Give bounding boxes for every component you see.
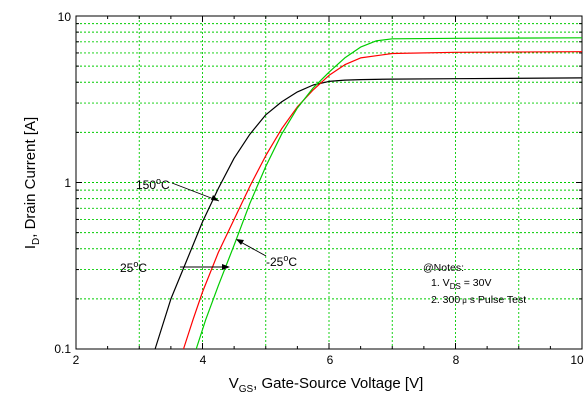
x-tick-label-0: 2 [73, 353, 80, 367]
y-axis-title: ID, Drain Current [A] [22, 117, 42, 249]
arrowhead-25c [222, 264, 230, 270]
x-tick-label-3: 8 [453, 353, 460, 367]
y-tick-label-0: 0.1 [54, 342, 71, 356]
series-line-2 [195, 37, 583, 350]
y-tick-label-1: 1 [64, 176, 71, 190]
x-tick-label-1: 4 [200, 353, 207, 367]
series-line-1 [182, 51, 583, 350]
notes-line-2: 2. 300 μ s Pulse Test [431, 294, 526, 306]
arrow-150c [171, 182, 220, 202]
notes-line-1: 1. VDS = 30V [431, 277, 491, 291]
arrowhead-150c [211, 195, 219, 201]
notes-heading: @Notes: [423, 262, 464, 274]
x-tick-label-4: 10 [570, 353, 584, 367]
arrowhead-minus25c [236, 239, 244, 245]
label-25c: 25oC [120, 259, 147, 275]
series-line-0 [154, 77, 583, 350]
label-150c: 150oC [136, 176, 170, 192]
label-minus25c: -25oC [266, 253, 297, 269]
x-axis-title: VGS, Gate-Source Voltage [V] [229, 375, 424, 395]
series [154, 37, 583, 350]
ticks [75, 16, 583, 350]
x-tick-label-2: 6 [327, 353, 334, 367]
y-tick-label-2: 10 [58, 10, 72, 24]
grid [76, 16, 582, 349]
